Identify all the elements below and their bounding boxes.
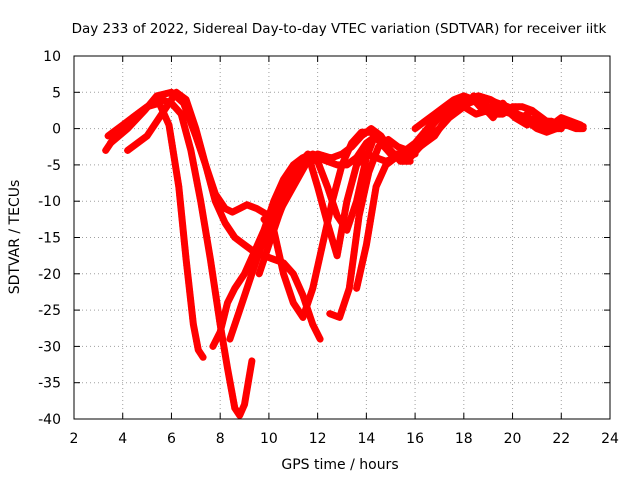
x-tick-label: 20 (504, 431, 522, 447)
y-tick-label: -35 (38, 376, 61, 392)
y-tick-label: 0 (52, 122, 61, 138)
chart-title: Day 233 of 2022, Sidereal Day-to-day VTE… (72, 21, 607, 37)
y-tick-label: -20 (38, 267, 61, 283)
x-tick-label: 22 (552, 431, 570, 447)
x-tick-label: 2 (70, 431, 79, 447)
y-tick-label: 5 (52, 85, 61, 101)
series-markers (504, 103, 583, 136)
x-tick-label: 18 (455, 431, 473, 447)
y-tick-label: -5 (47, 158, 61, 174)
axis-ticks: 2 4 6 8 10 12 14 16 18 20 22 24-40-35-30-25-20-15-1… (38, 49, 619, 447)
x-axis-label: GPS time / hours (281, 457, 398, 473)
data-series-track-o (504, 103, 587, 136)
y-axis-label: SDTVAR / TECUs (7, 180, 23, 295)
y-tick-label: -40 (38, 412, 61, 428)
y-tick-label: -25 (38, 303, 61, 319)
x-tick-label: 12 (309, 431, 327, 447)
x-tick-label: 10 (260, 431, 278, 447)
y-tick-label: -15 (38, 231, 61, 247)
x-tick-label: 8 (216, 431, 225, 447)
x-tick-label: 6 (167, 431, 176, 447)
series-markers (104, 96, 255, 419)
data-series-group (102, 88, 587, 419)
y-tick-label: -10 (38, 194, 61, 210)
x-tick-label: 4 (118, 431, 127, 447)
x-tick-label: 16 (406, 431, 424, 447)
y-tick-label: 10 (43, 49, 61, 65)
x-tick-label: 14 (357, 431, 375, 447)
x-tick-label: 24 (601, 431, 619, 447)
data-series-track-b (104, 96, 256, 419)
y-tick-label: -30 (38, 339, 61, 355)
